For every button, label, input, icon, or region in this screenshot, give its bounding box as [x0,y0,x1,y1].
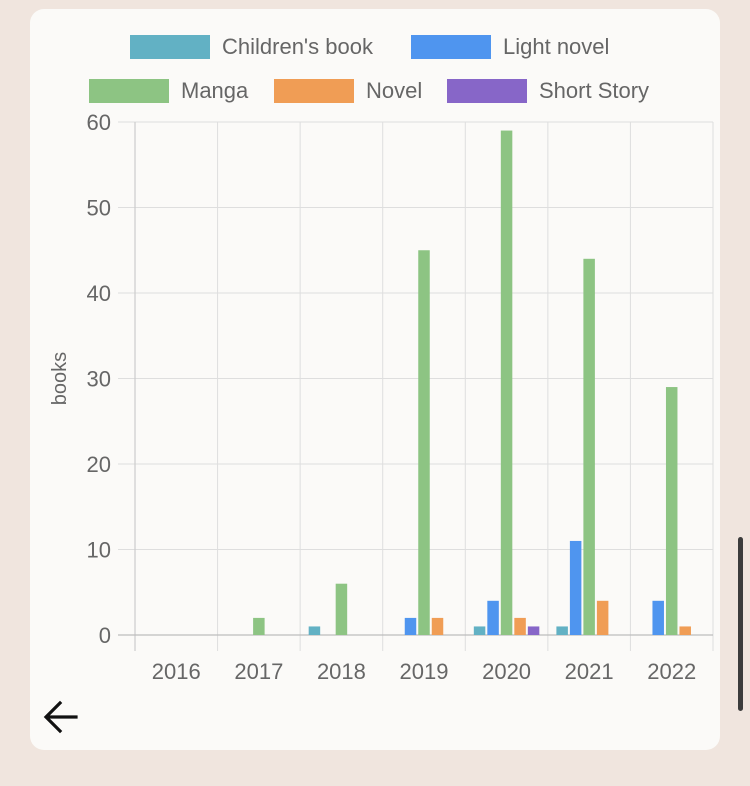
bar [487,600,499,635]
x-tick-label: 2019 [400,659,449,684]
bar [596,600,609,635]
bar [514,617,526,635]
legend-label: Manga [181,78,249,103]
legend-swatch [130,35,210,59]
legend-swatch [447,79,527,103]
bar [308,626,321,635]
legend-swatch [411,35,491,59]
bar [569,540,582,635]
y-tick-label: 0 [99,623,111,648]
legend-item-3[interactable]: Novel [274,78,422,104]
bar [473,626,486,635]
bar [527,626,540,635]
legend-label: Children's book [222,34,373,59]
bar [418,250,430,635]
legend-item-4[interactable]: Short Story [447,78,649,104]
bar [652,600,664,635]
y-tick-label: 20 [87,452,111,477]
legend-swatch [89,79,169,103]
bar [500,130,513,636]
back-button[interactable] [42,698,80,736]
y-axis-label: books [49,352,71,405]
y-tick-label: 30 [87,367,111,392]
bar [679,626,691,635]
y-tick-label: 50 [87,196,111,221]
legend-label: Short Story [539,78,650,103]
legend-item-2[interactable]: Manga [89,78,248,104]
y-tick-label: 10 [87,538,111,563]
legend-label: Light novel [503,34,610,59]
x-tick-label: 2017 [234,659,283,684]
y-tick-label: 40 [87,281,111,306]
bar [583,258,595,635]
x-tick-label: 2022 [647,659,696,684]
bar [253,617,265,635]
legend-item-1[interactable]: Light novel [411,34,609,60]
bar [431,617,444,635]
x-tick-label: 2020 [482,659,531,684]
bar [665,387,678,635]
legend-label: Novel [366,78,423,103]
x-tick-label: 2021 [565,659,614,684]
bar [556,626,568,635]
x-tick-label: 2018 [317,659,366,684]
y-tick-label: 60 [87,110,111,135]
legend-swatch [274,79,354,103]
arrow-left-icon [43,700,78,734]
bar [335,583,348,635]
scrollbar[interactable] [738,537,743,711]
bar [404,617,417,635]
legend-item-0[interactable]: Children's book [130,34,373,60]
x-tick-label: 2016 [152,659,201,684]
